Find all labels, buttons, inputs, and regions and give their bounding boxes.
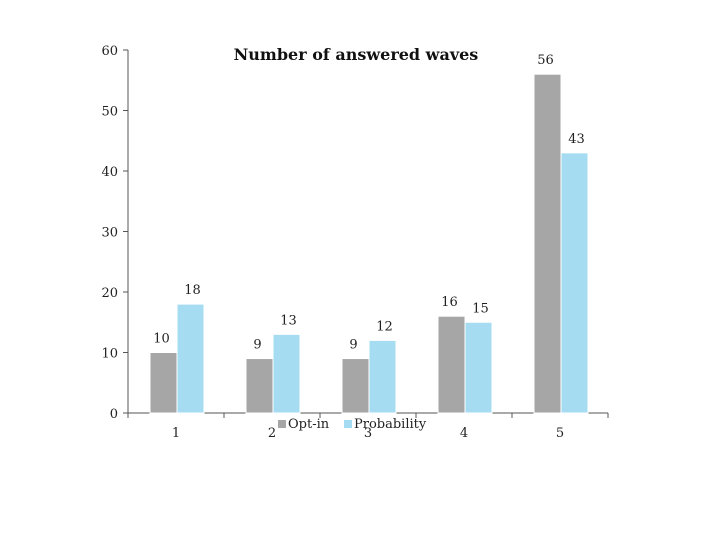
bar-probability-4 bbox=[464, 321, 493, 414]
y-tick-label: 30 bbox=[101, 226, 118, 241]
data-labels: 10 9 9 16 56 18 13 12 15 43 bbox=[153, 53, 585, 352]
data-label: 15 bbox=[472, 301, 489, 316]
y-tick-label: 20 bbox=[101, 286, 118, 301]
y-tick-label: 10 bbox=[101, 347, 118, 362]
data-label: 43 bbox=[568, 132, 585, 147]
bar-probability-1 bbox=[176, 303, 205, 414]
data-label: 56 bbox=[537, 53, 554, 68]
data-label: 9 bbox=[349, 338, 357, 353]
x-tick-label: 5 bbox=[556, 426, 564, 441]
data-label: 13 bbox=[280, 313, 297, 328]
legend: Opt-in Probability bbox=[278, 417, 427, 432]
legend-label: Opt-in bbox=[288, 417, 330, 432]
x-tick-label: 1 bbox=[172, 426, 180, 441]
data-label: 18 bbox=[184, 283, 201, 298]
bar-opt-in-5 bbox=[533, 73, 562, 414]
bar-probability-3 bbox=[368, 339, 397, 414]
bar-opt-in-2 bbox=[245, 358, 274, 414]
bar-opt-in-1 bbox=[149, 352, 178, 414]
legend-swatch bbox=[344, 420, 352, 428]
y-tick-label: 50 bbox=[101, 105, 118, 120]
data-label: 9 bbox=[253, 338, 261, 353]
x-tick-label: 3 bbox=[364, 426, 372, 441]
y-tick-label: 40 bbox=[101, 165, 118, 180]
y-tick-label: 0 bbox=[110, 407, 118, 422]
legend-label: Probability bbox=[354, 417, 427, 432]
y-tick-label: 60 bbox=[101, 44, 118, 59]
legend-swatch bbox=[278, 420, 286, 428]
x-tick-label: 2 bbox=[268, 426, 276, 441]
bar-opt-in-4 bbox=[437, 315, 466, 414]
data-label: 12 bbox=[376, 319, 393, 334]
chart-title: Number of answered waves bbox=[234, 45, 479, 64]
x-tick-label: 4 bbox=[460, 426, 468, 441]
bar-probability-5 bbox=[560, 152, 589, 414]
bar-probability-2 bbox=[272, 333, 301, 414]
bar-opt-in-3 bbox=[341, 358, 370, 414]
data-label: 16 bbox=[441, 295, 458, 310]
bars bbox=[149, 73, 589, 414]
data-label: 10 bbox=[153, 332, 170, 347]
